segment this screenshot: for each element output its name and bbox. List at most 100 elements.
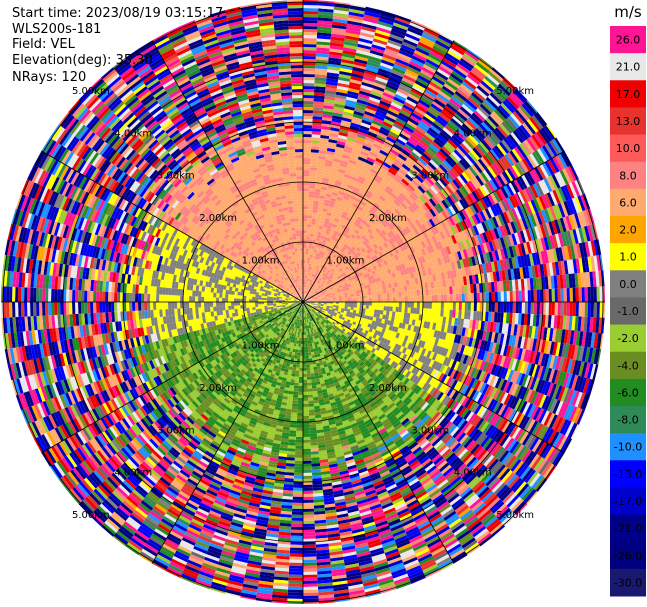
velocity-gate (539, 164, 549, 179)
velocity-gate (408, 24, 424, 34)
velocity-gate (450, 44, 465, 56)
velocity-gate (303, 92, 314, 96)
velocity-gate (327, 69, 340, 74)
velocity-gate (438, 201, 447, 211)
velocity-gate (383, 259, 388, 266)
velocity-gate (325, 285, 329, 289)
velocity-gate (327, 234, 333, 239)
velocity-gate (464, 50, 480, 62)
velocity-gate (538, 180, 547, 195)
velocity-gate (403, 101, 416, 110)
velocity-gate (343, 173, 352, 179)
velocity-gate (499, 172, 509, 185)
velocity-gate (329, 172, 338, 178)
velocity-gate (304, 287, 306, 291)
velocity-gate (435, 95, 448, 106)
velocity-gate (447, 183, 456, 193)
velocity-gate (308, 203, 314, 207)
velocity-gate (348, 14, 364, 21)
velocity-gate (463, 218, 471, 229)
velocity-gate (341, 198, 349, 204)
velocity-gate (357, 40, 373, 47)
velocity-gate (431, 206, 439, 216)
velocity-gate (303, 254, 306, 258)
velocity-gate (345, 203, 353, 209)
velocity-gate (492, 162, 502, 175)
velocity-gate (306, 233, 311, 237)
velocity-gate (373, 221, 380, 228)
velocity-gate (325, 81, 338, 86)
velocity-gate (482, 169, 492, 182)
velocity-gate (316, 256, 321, 260)
velocity-gate (342, 176, 351, 182)
velocity-gate (310, 251, 314, 256)
velocity-gate (344, 294, 348, 298)
velocity-gate (338, 219, 344, 225)
velocity-gate (429, 244, 435, 253)
velocity-gate (371, 204, 379, 212)
velocity-gate (352, 239, 358, 245)
velocity-gate (547, 159, 557, 174)
velocity-gate (557, 302, 561, 316)
velocity-gate (487, 194, 496, 206)
velocity-gate (429, 208, 437, 218)
velocity-gate (454, 113, 466, 124)
velocity-gate (514, 193, 523, 206)
velocity-gate (428, 127, 439, 137)
velocity-gate (311, 291, 315, 295)
velocity-gate (315, 287, 319, 290)
velocity-gate (325, 215, 331, 220)
velocity-gate (484, 208, 493, 220)
velocity-gate (330, 169, 338, 175)
velocity-gate (364, 162, 373, 169)
velocity-gate (320, 244, 325, 249)
velocity-gate (446, 196, 454, 206)
velocity-gate (303, 161, 311, 165)
velocity-gate (460, 220, 468, 231)
velocity-gate (526, 171, 536, 185)
velocity-gate (467, 96, 480, 109)
velocity-gate (512, 302, 516, 314)
velocity-gate (420, 240, 427, 249)
velocity-gate (317, 26, 332, 31)
velocity-gate (362, 164, 372, 172)
velocity-gate (477, 59, 492, 72)
velocity-gate (343, 229, 349, 235)
velocity-gate (303, 44, 317, 48)
velocity-gate (391, 69, 405, 78)
velocity-gate (329, 216, 336, 221)
velocity-gate (452, 293, 456, 302)
velocity-gate (378, 195, 387, 202)
velocity-gate (411, 112, 423, 121)
velocity-gate (398, 258, 404, 265)
velocity-gate (452, 115, 464, 126)
velocity-gate (414, 199, 422, 208)
velocity-gate (308, 188, 315, 192)
velocity-gate (318, 155, 326, 160)
velocity-gate (306, 281, 309, 285)
velocity-gate (363, 113, 374, 120)
velocity-gate (443, 159, 453, 170)
velocity-gate (500, 302, 504, 313)
velocity-gate (387, 153, 397, 162)
velocity-gate (388, 36, 403, 45)
velocity-gate (336, 196, 343, 202)
velocity-gate (303, 230, 307, 234)
velocity-gate (365, 67, 379, 74)
velocity-gate (330, 194, 338, 200)
velocity-gate (310, 224, 316, 228)
velocity-gate (326, 75, 339, 80)
velocity-gate (431, 196, 439, 206)
velocity-gate (328, 285, 333, 289)
velocity-gate (381, 123, 392, 131)
velocity-gate (503, 198, 512, 211)
velocity-gate (417, 234, 424, 243)
velocity-gate (303, 98, 314, 102)
velocity-gate (440, 110, 453, 121)
velocity-gate (357, 43, 372, 50)
velocity-gate (590, 302, 594, 318)
velocity-gate (341, 257, 346, 262)
velocity-gate (364, 110, 376, 118)
velocity-gate (352, 213, 359, 219)
velocity-gate (321, 291, 325, 294)
